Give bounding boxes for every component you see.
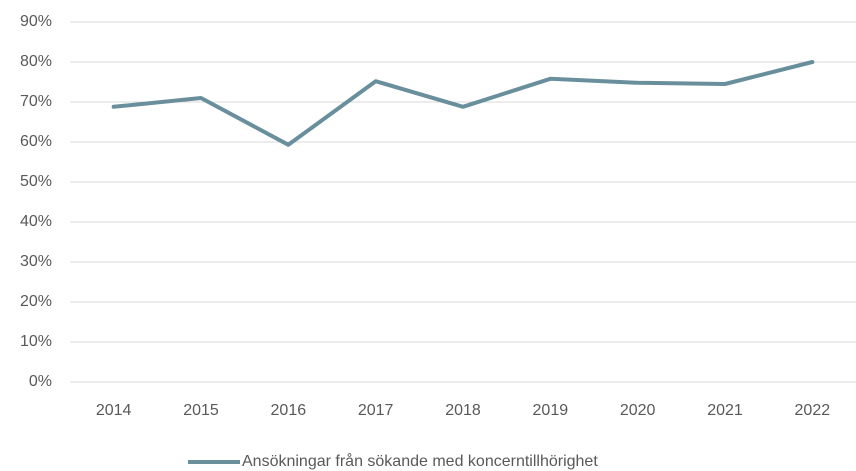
y-tick-label: 40% [20, 213, 52, 230]
x-tick-label: 2020 [620, 402, 656, 419]
y-tick-label: 70% [20, 93, 52, 110]
data-line [111, 60, 815, 147]
x-tick-label: 2022 [795, 402, 831, 419]
y-tick-label: 20% [20, 293, 52, 310]
y-tick-label: 80% [20, 53, 52, 70]
y-tick-label: 90% [20, 13, 52, 30]
y-tick-label: 30% [20, 253, 52, 270]
x-tick-label: 2019 [533, 402, 569, 419]
x-tick-label: 2014 [96, 402, 132, 419]
y-tick-label: 0% [29, 373, 52, 390]
x-tick-label: 2021 [707, 402, 743, 419]
y-tick-label: 60% [20, 133, 52, 150]
x-tick-label: 2017 [358, 402, 394, 419]
x-tick-label: 2016 [271, 402, 307, 419]
x-tick-label: 2018 [445, 402, 481, 419]
y-tick-label: 50% [20, 173, 52, 190]
x-tick-label: 2015 [183, 402, 219, 419]
y-tick-label: 10% [20, 333, 52, 350]
legend-label: Ansökningar från sökande med koncerntill… [242, 452, 598, 470]
